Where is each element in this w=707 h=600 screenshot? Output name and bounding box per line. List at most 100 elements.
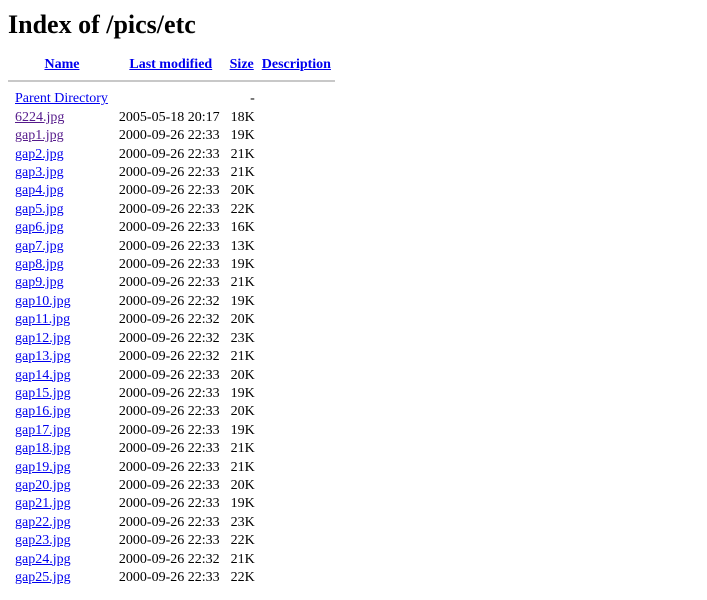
- file-row: gap17.jpg 2000-09-26 22:33 19K: [8, 422, 335, 440]
- file-row: gap15.jpg 2000-09-26 22:33 19K: [8, 385, 335, 403]
- file-link[interactable]: gap8.jpg: [15, 257, 64, 273]
- file-link[interactable]: gap9.jpg: [15, 275, 64, 291]
- last-modified: 2000-09-26 22:33: [118, 238, 220, 254]
- file-row: gap16.jpg 2000-09-26 22:33 20K: [8, 403, 335, 421]
- size: 21K: [230, 146, 255, 162]
- last-modified: 2000-09-26 22:32: [118, 312, 220, 328]
- file-row: gap13.jpg 2000-09-26 22:32 21K: [8, 348, 335, 366]
- last-modified: 2000-09-26 22:33: [118, 404, 220, 420]
- file-link[interactable]: gap17.jpg: [15, 422, 71, 438]
- size: 19K: [230, 128, 255, 144]
- size: 21K: [230, 165, 255, 181]
- file-link[interactable]: gap22.jpg: [15, 514, 71, 530]
- file-link[interactable]: gap15.jpg: [15, 385, 71, 401]
- file-row: gap4.jpg 2000-09-26 22:33 20K: [8, 182, 335, 200]
- file-link[interactable]: gap20.jpg: [15, 477, 71, 493]
- sort-by-name-link[interactable]: Name: [44, 57, 80, 72]
- size: 19K: [230, 257, 255, 273]
- file-row: gap11.jpg 2000-09-26 22:32 20K: [8, 311, 335, 329]
- file-row: gap5.jpg 2000-09-26 22:33 22K: [8, 201, 335, 219]
- last-modified: 2000-09-26 22:33: [118, 201, 220, 217]
- size: 22K: [230, 201, 255, 217]
- last-modified: 2000-09-26 22:33: [118, 441, 220, 457]
- size: 21K: [230, 551, 255, 567]
- file-link[interactable]: gap6.jpg: [15, 220, 64, 236]
- file-link[interactable]: gap11.jpg: [15, 312, 71, 328]
- size: 19K: [230, 385, 255, 401]
- file-link[interactable]: gap14.jpg: [15, 367, 71, 383]
- file-link[interactable]: gap13.jpg: [15, 349, 71, 365]
- last-modified: 2000-09-26 22:33: [118, 385, 220, 401]
- file-link[interactable]: gap1.jpg: [15, 128, 64, 144]
- sort-by-description-link[interactable]: Description: [261, 57, 331, 72]
- file-link[interactable]: gap25.jpg: [15, 569, 71, 585]
- sort-by-size-link[interactable]: Size: [229, 57, 254, 72]
- file-link[interactable]: gap21.jpg: [15, 496, 71, 512]
- file-row: gap8.jpg 2000-09-26 22:33 19K: [8, 256, 335, 274]
- file-link[interactable]: gap3.jpg: [15, 165, 64, 181]
- size: 18K: [230, 109, 255, 125]
- parent-directory-link[interactable]: Parent Directory: [15, 91, 108, 107]
- last-modified: 2000-09-26 22:33: [118, 367, 220, 383]
- last-modified: 2000-09-26 22:33: [118, 533, 220, 549]
- file-row: gap7.jpg 2000-09-26 22:33 13K: [8, 238, 335, 256]
- size: -: [250, 91, 255, 107]
- file-row: gap1.jpg 2000-09-26 22:33 19K: [8, 127, 335, 145]
- size: 20K: [230, 183, 255, 199]
- size: 21K: [230, 441, 255, 457]
- size: 23K: [230, 330, 255, 346]
- file-listing: Name Last modified Size Description Pare…: [8, 56, 335, 587]
- file-row: gap23.jpg 2000-09-26 22:33 22K: [8, 532, 335, 550]
- file-link[interactable]: gap2.jpg: [15, 146, 64, 162]
- last-modified: 2000-09-26 22:32: [118, 551, 220, 567]
- sort-by-modified-link[interactable]: Last modified: [129, 57, 213, 72]
- file-row: gap25.jpg 2000-09-26 22:33 22K: [8, 569, 335, 587]
- size: 20K: [230, 404, 255, 420]
- file-link[interactable]: 6224.jpg: [15, 109, 65, 125]
- file-link[interactable]: gap23.jpg: [15, 533, 71, 549]
- file-link[interactable]: gap10.jpg: [15, 293, 71, 309]
- file-link[interactable]: gap18.jpg: [15, 441, 71, 457]
- header-row: Name Last modified Size Description: [8, 56, 335, 74]
- size: 22K: [230, 533, 255, 549]
- size: 20K: [230, 367, 255, 383]
- file-link[interactable]: gap5.jpg: [15, 201, 64, 217]
- last-modified: 2000-09-26 22:32: [118, 293, 220, 309]
- last-modified: 2000-09-26 22:33: [118, 422, 220, 438]
- size: 21K: [230, 349, 255, 365]
- file-link[interactable]: gap16.jpg: [15, 404, 71, 420]
- size: 19K: [230, 422, 255, 438]
- size: 23K: [230, 514, 255, 530]
- file-row: gap22.jpg 2000-09-26 22:33 23K: [8, 514, 335, 532]
- parent-directory-row: Parent Directory -: [8, 90, 335, 108]
- file-row: gap24.jpg 2000-09-26 22:32 21K: [8, 551, 335, 569]
- last-modified: 2000-09-26 22:33: [118, 477, 220, 493]
- file-row: 6224.jpg 2005-05-18 20:17 18K: [8, 109, 335, 127]
- last-modified: 2005-05-18 20:17: [118, 109, 220, 125]
- file-link[interactable]: gap7.jpg: [15, 238, 64, 254]
- last-modified: 2000-09-26 22:33: [118, 128, 220, 144]
- divider: [8, 80, 335, 83]
- size: 16K: [230, 220, 255, 236]
- file-link[interactable]: gap19.jpg: [15, 459, 71, 475]
- file-row: gap9.jpg 2000-09-26 22:33 21K: [8, 274, 335, 292]
- size: 21K: [230, 275, 255, 291]
- last-modified: 2000-09-26 22:33: [118, 220, 220, 236]
- file-row: gap12.jpg 2000-09-26 22:32 23K: [8, 330, 335, 348]
- file-row: gap21.jpg 2000-09-26 22:33 19K: [8, 495, 335, 513]
- size: 20K: [230, 477, 255, 493]
- size: 19K: [230, 496, 255, 512]
- file-row: gap3.jpg 2000-09-26 22:33 21K: [8, 164, 335, 182]
- file-row: gap14.jpg 2000-09-26 22:33 20K: [8, 367, 335, 385]
- file-row: gap20.jpg 2000-09-26 22:33 20K: [8, 477, 335, 495]
- last-modified: 2000-09-26 22:33: [118, 183, 220, 199]
- file-row: gap18.jpg 2000-09-26 22:33 21K: [8, 440, 335, 458]
- file-link[interactable]: gap12.jpg: [15, 330, 71, 346]
- file-link[interactable]: gap24.jpg: [15, 551, 71, 567]
- size: 13K: [230, 238, 255, 254]
- file-row: gap19.jpg 2000-09-26 22:33 21K: [8, 459, 335, 477]
- file-link[interactable]: gap4.jpg: [15, 183, 64, 199]
- last-modified: 2000-09-26 22:33: [118, 496, 220, 512]
- last-modified: 2000-09-26 22:33: [118, 146, 220, 162]
- size: 21K: [230, 459, 255, 475]
